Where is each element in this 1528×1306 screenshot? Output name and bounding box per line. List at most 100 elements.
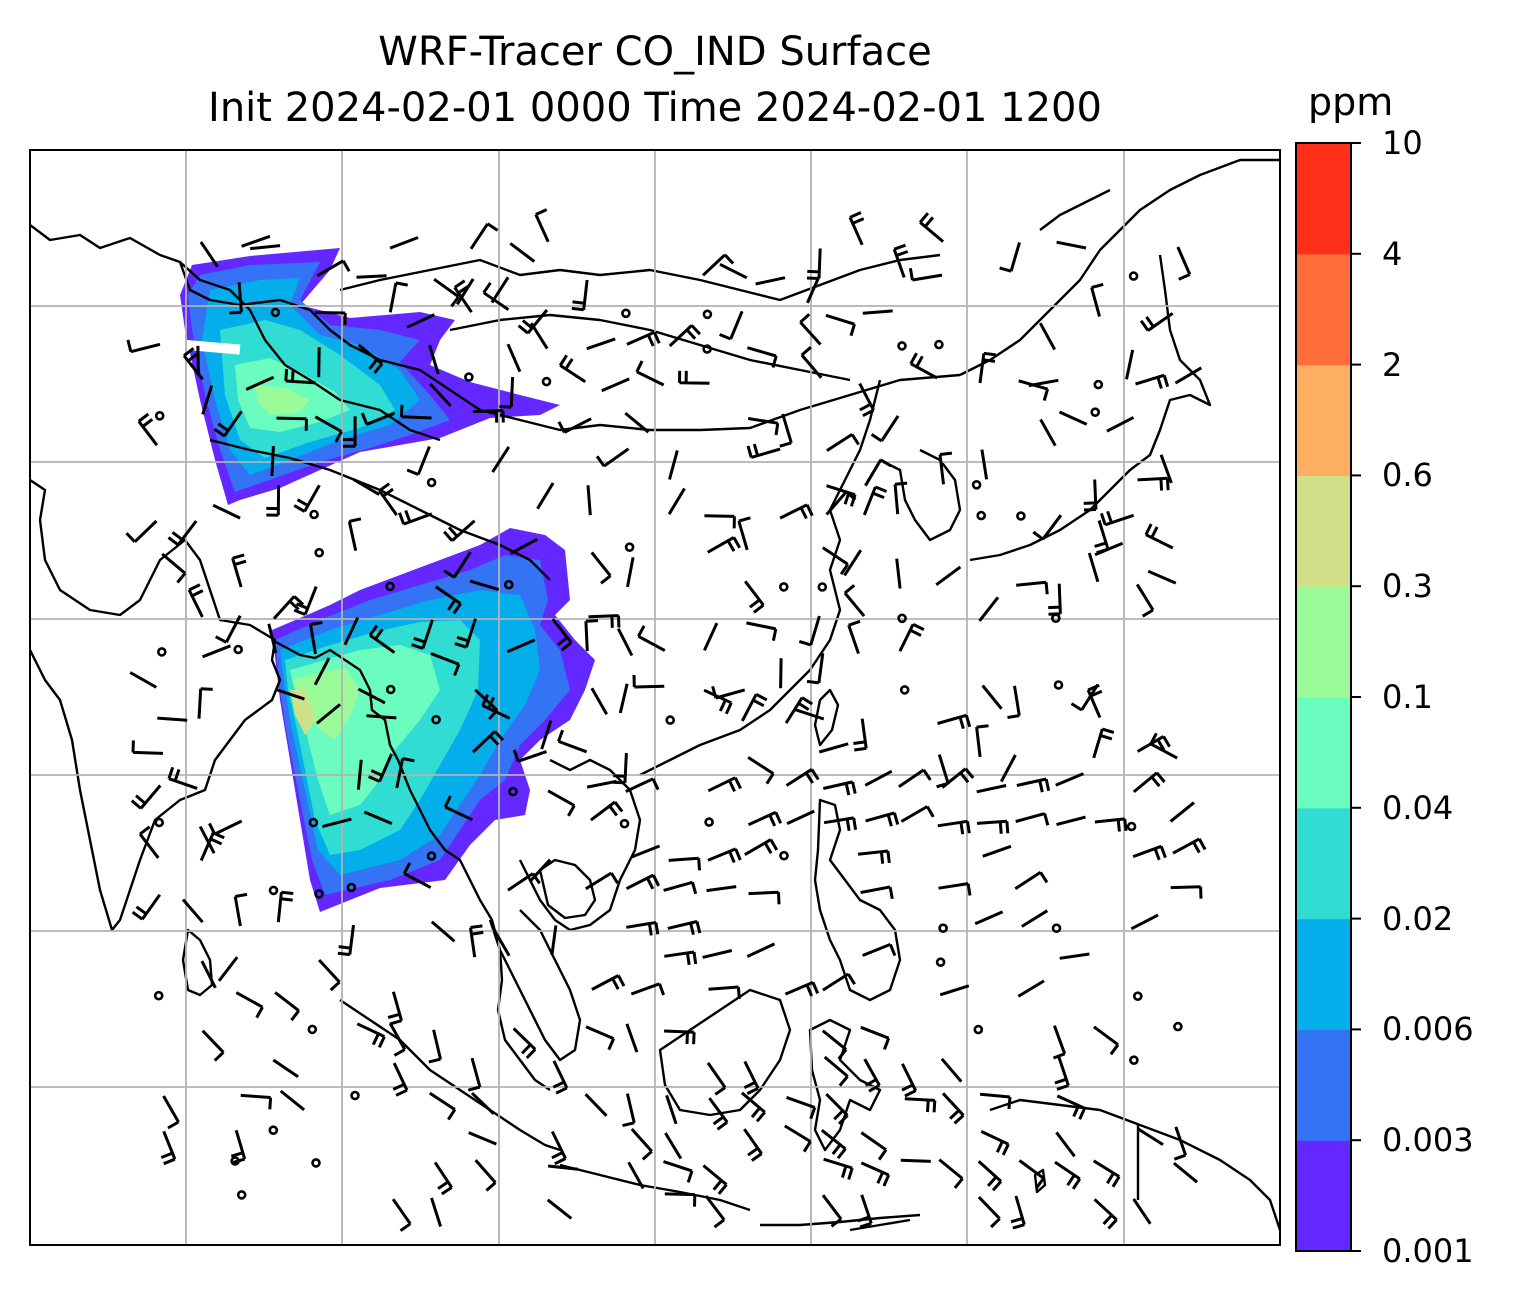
wind-barb	[626, 921, 660, 936]
calm-wind-circle	[385, 684, 396, 695]
calm-wind-circle	[426, 477, 437, 488]
wind-barb	[201, 1029, 225, 1062]
wind-barb	[1054, 1160, 1082, 1190]
wind-barb	[601, 377, 630, 393]
wind-barb	[231, 553, 247, 588]
coastline-russia-far-east	[959, 158, 1280, 377]
wind-barb	[591, 974, 626, 991]
wind-barb	[406, 446, 431, 476]
wind-barb	[595, 447, 630, 468]
wind-barb	[794, 708, 825, 721]
wind-barb	[126, 339, 161, 354]
wind-barb	[1176, 246, 1192, 281]
wind-barb	[309, 621, 323, 655]
wind-barb	[506, 343, 522, 373]
wind-barb	[668, 856, 701, 871]
coastline-new-guinea	[989, 1098, 1280, 1231]
wind-barb	[779, 503, 814, 520]
wind-barb	[395, 757, 415, 789]
wind-barb	[1007, 685, 1021, 719]
calm-wind-circle	[346, 882, 357, 893]
wind-barb	[744, 838, 779, 856]
wind-barb	[860, 1131, 888, 1161]
colorbar-tick-label-5: 0.1	[1382, 678, 1433, 716]
wind-barb	[1087, 552, 1100, 583]
wind-barb	[853, 718, 868, 752]
wind-barb	[197, 687, 213, 719]
wind-barb	[627, 1161, 645, 1190]
calm-wind-circle	[778, 582, 789, 592]
wind-barb	[584, 1093, 608, 1117]
wind-barb	[1136, 1127, 1164, 1146]
wind-barb	[454, 618, 477, 649]
wind-barb	[241, 234, 271, 248]
wind-barb	[719, 262, 748, 280]
wind-barb	[131, 893, 162, 921]
colorbar-tick-label-0: 0.001	[1382, 1232, 1474, 1270]
calm-wind-circle	[154, 410, 165, 421]
wind-barb	[806, 274, 821, 304]
wind-barb	[356, 274, 387, 279]
wind-barb	[167, 766, 198, 790]
coastline-sumatra	[339, 999, 561, 1152]
wind-barb	[821, 1029, 848, 1060]
coastline-philippines	[813, 798, 902, 1002]
wind-barb	[550, 925, 558, 956]
wind-barb	[898, 622, 925, 652]
wind-barb	[266, 485, 281, 517]
wind-barb	[1055, 772, 1084, 787]
plume-south-level-6	[292, 668, 360, 740]
wind-barb	[1135, 373, 1170, 390]
wind-barb	[589, 800, 624, 822]
wind-barb	[800, 346, 823, 379]
calm-wind-circle	[938, 923, 948, 934]
wind-barb	[402, 862, 432, 889]
calm-wind-circle	[1053, 680, 1064, 690]
calm-wind-circle	[154, 817, 164, 828]
wind-barb	[977, 1196, 1001, 1229]
calm-wind-circle	[1128, 271, 1139, 281]
wind-barb	[821, 1194, 843, 1228]
colorbar	[1296, 142, 1361, 1252]
wind-barb	[743, 1060, 760, 1095]
calm-wind-circle	[897, 341, 907, 351]
coastline-sri-lanka	[181, 928, 214, 997]
wind-barb	[389, 236, 419, 250]
wind-barb	[557, 417, 592, 434]
wind-barb	[740, 692, 768, 722]
colorbar-segment-2	[1296, 918, 1351, 1030]
wind-barb	[979, 1092, 1012, 1110]
calm-wind-circle	[899, 685, 910, 695]
wind-barb	[1125, 349, 1135, 380]
wind-barb	[678, 370, 710, 385]
wind-barb	[428, 1091, 457, 1121]
wind-barb	[746, 346, 778, 368]
wind-barb	[199, 241, 219, 268]
wind-barb	[428, 1029, 442, 1064]
wind-barb	[433, 277, 460, 308]
wind-barb	[586, 337, 616, 351]
wind-barb	[467, 1057, 482, 1092]
wind-barb	[940, 1057, 963, 1083]
wind-barb	[400, 404, 432, 420]
wind-barb	[528, 858, 552, 883]
coastline-sulawesi	[808, 1018, 882, 1152]
wind-barb	[708, 985, 741, 1000]
wind-barb	[1059, 952, 1090, 960]
wind-barb	[1172, 1161, 1199, 1184]
wind-barb	[1106, 416, 1135, 433]
wind-barb	[182, 347, 204, 381]
wind-barb	[357, 343, 384, 374]
wind-barb	[663, 880, 698, 895]
wind-barb	[1056, 815, 1086, 827]
wind-barb	[1018, 1159, 1045, 1189]
calm-wind-circle	[541, 376, 552, 387]
wind-barb	[161, 552, 187, 584]
border-mongolia-south	[449, 313, 851, 382]
wind-barb	[743, 1128, 763, 1162]
calm-wind-circle	[307, 1024, 318, 1035]
wind-barb	[272, 1058, 299, 1079]
wind-barb	[356, 759, 363, 790]
